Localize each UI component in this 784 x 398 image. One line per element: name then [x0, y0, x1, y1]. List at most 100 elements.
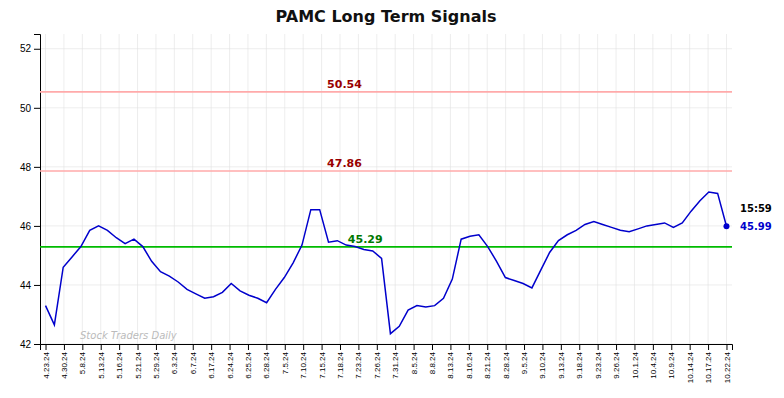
- x-tick-mark: [579, 344, 580, 350]
- reference-line: [40, 170, 732, 172]
- x-tick-mark: [101, 344, 102, 350]
- reference-line: [40, 91, 732, 93]
- x-tick-mark: [303, 344, 304, 350]
- x-tick-label: 9.10.24: [538, 351, 547, 378]
- x-tick: 5.16.24: [115, 344, 124, 379]
- x-tick-mark: [708, 344, 709, 350]
- grid-line-x: [192, 34, 193, 344]
- y-tick-label: 44: [20, 280, 32, 291]
- x-tick-label: 9.13.24: [557, 351, 566, 378]
- x-tick: 4.23.24: [42, 344, 51, 379]
- grid-line-x: [45, 34, 46, 344]
- x-tick-label: 4.23.24: [42, 351, 51, 378]
- x-tick-label: 7.5.24: [281, 351, 290, 374]
- x-tick-mark: [634, 344, 635, 350]
- grid-line-x: [487, 34, 488, 344]
- grid-line-y: [40, 225, 732, 226]
- x-tick-mark: [119, 344, 120, 350]
- grid-line-x: [229, 34, 230, 344]
- x-tick-mark: [469, 344, 470, 350]
- y-tick: 48: [20, 162, 40, 173]
- reference-line-label: 45.29: [348, 233, 383, 246]
- x-tick-label: 7.31.24: [391, 351, 400, 378]
- grid-line-x: [395, 34, 396, 344]
- x-tick-label: 10.22.24: [723, 351, 732, 383]
- x-tick: 8.13.24: [446, 344, 455, 379]
- x-tick-mark: [561, 344, 562, 350]
- x-tick: 7.10.24: [299, 344, 308, 379]
- x-tick: 4.30.24: [60, 344, 69, 379]
- y-tick-mark: [34, 108, 40, 109]
- x-tick-label: 5.21.24: [134, 351, 143, 378]
- x-tick-mark: [653, 344, 654, 350]
- x-tick: 5.21.24: [134, 344, 143, 379]
- y-tick-label: 46: [20, 221, 32, 232]
- x-tick: 7.31.24: [391, 344, 400, 379]
- grid-line-x: [505, 34, 506, 344]
- x-tick-mark: [230, 344, 231, 350]
- x-tick: 9.10.24: [538, 344, 547, 379]
- x-tick-mark: [340, 344, 341, 350]
- grid-line-x: [634, 34, 635, 344]
- grid-line-x: [468, 34, 469, 344]
- x-tick: 8.16.24: [465, 344, 474, 379]
- grid-line-x: [119, 34, 120, 344]
- end-price-label: 45.99: [740, 221, 772, 232]
- plot: 4.23.244.30.245.8.245.13.245.16.245.21.2…: [20, 34, 772, 383]
- grid-line-x: [560, 34, 561, 344]
- x-tick: 8.28.24: [502, 344, 511, 379]
- y-axis: 424446485052: [20, 35, 41, 350]
- x-tick-label: 4.30.24: [60, 351, 69, 378]
- y-tick-label: 52: [20, 43, 32, 54]
- x-tick-label: 7.23.24: [354, 351, 363, 378]
- x-tick-label: 9.5.24: [520, 351, 529, 374]
- x-tick-label: 10.4.24: [649, 351, 658, 378]
- x-tick-mark: [414, 344, 415, 350]
- x-tick: 10.22.24: [723, 344, 732, 383]
- y-tick-label: 50: [20, 103, 32, 114]
- x-tick: 5.13.24: [97, 344, 106, 379]
- x-tick: 10.14.24: [686, 344, 695, 383]
- x-tick: 9.13.24: [557, 344, 566, 379]
- grid-line-x: [689, 34, 690, 344]
- grid-line-x: [726, 34, 727, 344]
- x-tick: 6.17.24: [207, 344, 216, 379]
- x-tick: 8.8.24: [428, 344, 437, 374]
- y-tick-mark: [34, 49, 40, 50]
- x-tick-label: 10.17.24: [704, 351, 713, 383]
- grid-line-x: [432, 34, 433, 344]
- y-tick-label: 48: [20, 162, 32, 173]
- x-tick-mark: [395, 344, 396, 350]
- x-tick-mark: [598, 344, 599, 350]
- end-time-label: 15:59: [740, 203, 772, 214]
- x-tick-mark: [616, 344, 617, 350]
- y-tick: 46: [20, 221, 40, 232]
- y-tick-mark: [34, 167, 40, 168]
- x-tick-mark: [450, 344, 451, 350]
- x-tick-mark: [266, 344, 267, 350]
- x-tick-mark: [377, 344, 378, 350]
- grid-line-x: [652, 34, 653, 344]
- x-tick: 9.23.24: [594, 344, 603, 379]
- x-tick-label: 7.18.24: [336, 351, 345, 378]
- x-tick-label: 6.7.24: [189, 351, 198, 374]
- x-tick-label: 8.28.24: [502, 351, 511, 378]
- x-tick-label: 5.13.24: [97, 351, 106, 378]
- x-tick-label: 5.16.24: [115, 351, 124, 378]
- x-tick: 9.18.24: [575, 344, 584, 379]
- x-tick: 5.29.24: [152, 344, 161, 379]
- x-tick-label: 7.26.24: [373, 351, 382, 378]
- x-tick: 10.4.24: [649, 344, 658, 379]
- x-tick-mark: [726, 344, 727, 350]
- grid-line-x: [524, 34, 525, 344]
- grid-line-x: [542, 34, 543, 344]
- x-tick: 6.3.24: [170, 344, 179, 374]
- x-tick: 7.26.24: [373, 344, 382, 379]
- grid: [40, 34, 732, 344]
- chart-svg: 4.23.244.30.245.8.245.13.245.16.245.21.2…: [0, 0, 784, 398]
- x-tick-label: 6.17.24: [207, 351, 216, 378]
- x-tick-label: 9.23.24: [594, 351, 603, 378]
- x-tick-label: 8.13.24: [446, 351, 455, 378]
- grid-line-x: [266, 34, 267, 344]
- grid-line-y: [40, 284, 732, 285]
